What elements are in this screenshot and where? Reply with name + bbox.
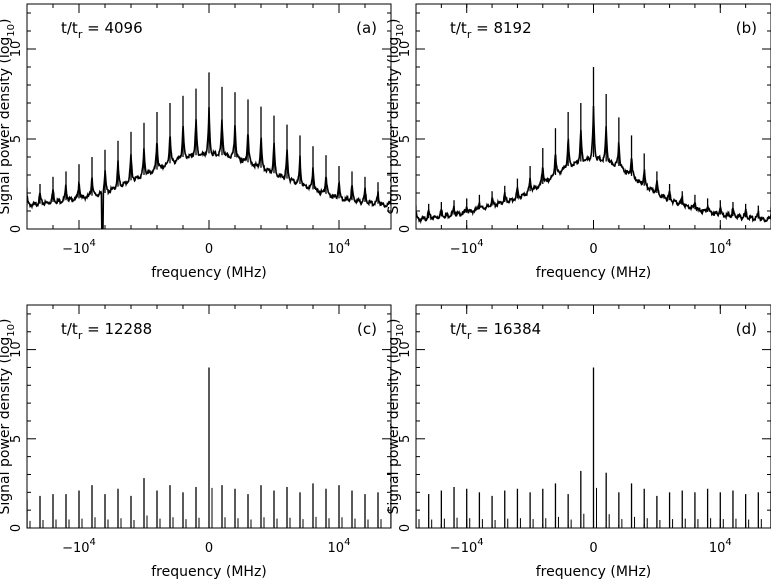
x-tick-label: 104 bbox=[328, 537, 351, 556]
x-tick-label: 104 bbox=[709, 537, 732, 556]
x-tick-label: 0 bbox=[205, 242, 213, 257]
time-annotation: t/tr = 16384 bbox=[450, 320, 541, 342]
x-axis-label: frequency (MHz) bbox=[536, 265, 652, 281]
panel-label: (a) bbox=[356, 19, 377, 37]
x-tick-label: −104 bbox=[62, 238, 96, 257]
panel-label: (b) bbox=[736, 19, 757, 37]
x-tick-label: 104 bbox=[328, 238, 351, 257]
y-tick-label: 5 bbox=[398, 435, 413, 443]
y-tick-label: 0 bbox=[9, 524, 24, 532]
y-tick-label: 5 bbox=[9, 135, 24, 143]
y-tick-label: 0 bbox=[398, 225, 413, 233]
y-tick-label: 5 bbox=[398, 135, 413, 143]
panel-d: −104 0 104 0 5 10 frequency (MHz) Signal power … bbox=[386, 304, 771, 580]
time-annotation: t/tr = 4096 bbox=[61, 19, 143, 41]
y-axis-label: Signal power density (log10) bbox=[386, 19, 406, 215]
y-axis-label: Signal power density (log10) bbox=[386, 319, 406, 515]
panel-b: −104 0 104 0 5 10 frequency (MHz) Signal power … bbox=[386, 3, 771, 281]
time-annotation: t/tr = 8192 bbox=[450, 19, 532, 41]
y-axis-label: Signal power density (log10) bbox=[0, 19, 17, 215]
y-tick-label: 10 bbox=[398, 41, 413, 58]
x-tick-label: 0 bbox=[589, 541, 597, 556]
x-tick-label: −104 bbox=[450, 238, 484, 257]
x-tick-label: 0 bbox=[205, 541, 213, 556]
y-axis-label: Signal power density (log10) bbox=[0, 319, 17, 515]
y-tick-label: 0 bbox=[9, 225, 24, 233]
panel-a: −104 0 104 0 5 10 frequency (MHz) Signal power … bbox=[0, 3, 392, 281]
y-tick-label: 10 bbox=[9, 341, 24, 358]
panel-c: −104 0 104 0 5 10 frequency (MHz) Signal power … bbox=[0, 304, 392, 580]
x-axis-label: frequency (MHz) bbox=[151, 564, 267, 580]
y-tick-label: 10 bbox=[9, 41, 24, 58]
x-tick-label: 0 bbox=[589, 242, 597, 257]
x-axis-label: frequency (MHz) bbox=[536, 564, 652, 580]
y-tick-label: 10 bbox=[398, 341, 413, 358]
x-tick-label: −104 bbox=[62, 537, 96, 556]
y-tick-label: 5 bbox=[9, 435, 24, 443]
x-tick-label: −104 bbox=[450, 537, 484, 556]
time-annotation: t/tr = 12288 bbox=[61, 320, 152, 342]
panel-label: (d) bbox=[736, 320, 757, 338]
x-tick-label: 104 bbox=[709, 238, 732, 257]
panel-label: (c) bbox=[357, 320, 377, 338]
y-tick-label: 0 bbox=[398, 524, 413, 532]
x-axis-label: frequency (MHz) bbox=[151, 265, 267, 281]
